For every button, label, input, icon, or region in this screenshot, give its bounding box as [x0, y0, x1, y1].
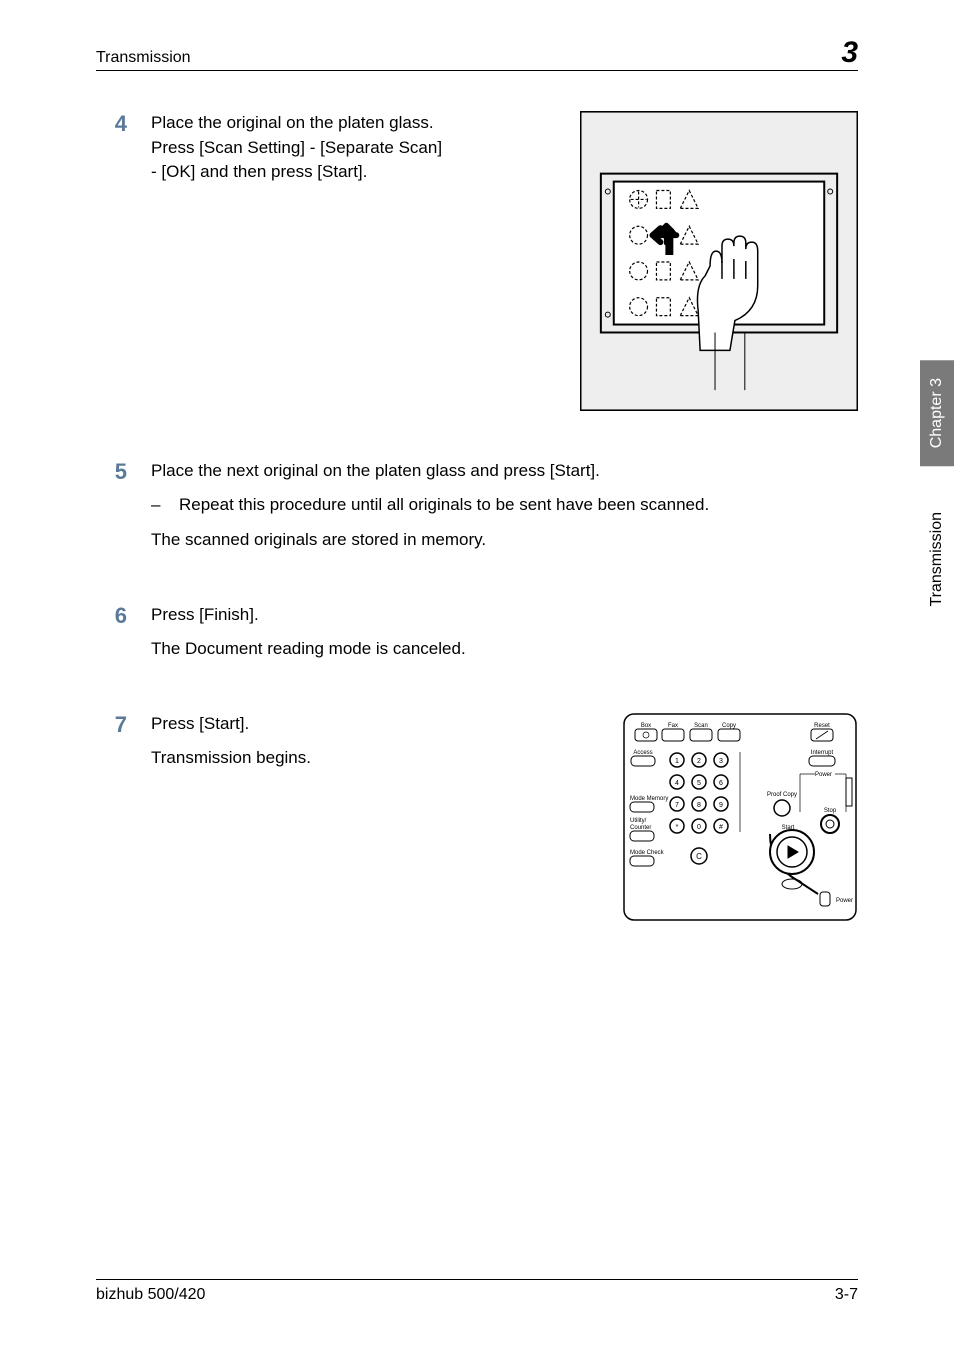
svg-text:1: 1	[675, 758, 679, 765]
svg-text:6: 6	[719, 780, 723, 787]
step-number: 6	[96, 603, 151, 629]
side-tabs: Chapter 3 Transmission	[920, 360, 954, 625]
svg-text:2: 2	[697, 758, 701, 765]
section-tab: Transmission	[920, 494, 954, 625]
platen-glass-figure	[580, 111, 858, 419]
step-line: Press [Start].	[151, 712, 608, 737]
label-access: Access	[633, 750, 652, 756]
control-panel-figure: Box Fax Scan Copy Reset	[622, 712, 858, 930]
label-utility: Utility/	[630, 818, 647, 824]
step-number: 7	[96, 712, 151, 738]
svg-text:3: 3	[719, 758, 723, 765]
step-5: 5 Place the next original on the platen …	[96, 459, 858, 563]
step-line: Place the original on the platen glass.	[151, 111, 566, 136]
step-line: Transmission begins.	[151, 746, 608, 771]
svg-text:7: 7	[675, 802, 679, 809]
label-counter: Counter	[630, 825, 651, 831]
label-mode-check: Mode Check	[630, 850, 665, 856]
step-6: 6 Press [Finish]. The Document reading m…	[96, 603, 858, 672]
svg-text:*: *	[676, 824, 679, 831]
step-7: 7 Press [Start]. Transmission begins. Bo…	[96, 712, 858, 930]
step-bullet: Repeat this procedure until all original…	[179, 493, 709, 518]
step-number: 5	[96, 459, 151, 485]
step-line: Press [Finish].	[151, 603, 858, 628]
svg-text:#: #	[719, 824, 723, 831]
label-scan: Scan	[694, 723, 708, 729]
header-title: Transmission	[96, 49, 191, 67]
page-header: Transmission 3	[96, 38, 858, 71]
label-reset: Reset	[814, 723, 830, 729]
label-box: Box	[641, 723, 651, 729]
label-power: Power	[815, 772, 832, 778]
label-fax: Fax	[668, 723, 678, 729]
chapter-tab: Chapter 3	[920, 360, 954, 466]
step-line: Place the next original on the platen gl…	[151, 459, 858, 484]
label-power-bottom: Power	[836, 898, 853, 904]
svg-text:8: 8	[697, 802, 701, 809]
svg-text:C: C	[696, 852, 702, 861]
label-proof-copy: Proof Copy	[767, 792, 797, 798]
svg-text:5: 5	[697, 780, 701, 787]
label-interrupt: Interrupt	[811, 750, 834, 756]
step-text: Place the original on the platen glass. …	[151, 111, 566, 419]
label-copy: Copy	[722, 723, 736, 729]
page-footer: bizhub 500/420 3-7	[96, 1279, 858, 1304]
footer-left: bizhub 500/420	[96, 1286, 205, 1304]
label-stop: Stop	[824, 808, 837, 814]
bullet-dash: –	[151, 493, 179, 518]
label-mode-memory: Mode Memory	[630, 796, 668, 802]
svg-text:4: 4	[675, 780, 679, 787]
step-number: 4	[96, 111, 151, 137]
step-line: The scanned originals are stored in memo…	[151, 528, 858, 553]
svg-text:0: 0	[697, 824, 701, 831]
svg-text:9: 9	[719, 802, 723, 809]
step-line: Press [Scan Setting] - [Separate Scan]	[151, 136, 566, 161]
step-line: - [OK] and then press [Start].	[151, 160, 566, 185]
chapter-number: 3	[841, 38, 858, 68]
step-4: 4 Place the original on the platen glass…	[96, 111, 858, 419]
footer-right: 3-7	[835, 1286, 858, 1304]
step-line: The Document reading mode is canceled.	[151, 637, 858, 662]
